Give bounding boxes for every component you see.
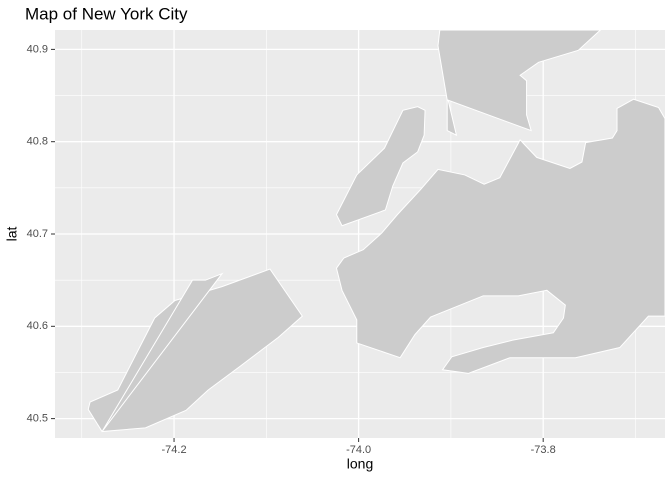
axes: -74.2 -74.0 -73.8 40.5 40.6 40.7 40.8 40.9 (27, 43, 556, 456)
y-tick-label: 40.5 (27, 413, 48, 425)
region (437, 30, 602, 137)
region (335, 106, 426, 227)
region (101, 272, 224, 432)
y-tick-label: 40.7 (27, 228, 48, 240)
region (87, 268, 303, 433)
y-tick-label: 40.9 (27, 43, 48, 55)
y-tick-label: 40.8 (27, 136, 48, 148)
y-axis-title: lat (4, 227, 20, 242)
y-tick-label: 40.6 (27, 320, 48, 332)
x-tick-label: -74.2 (162, 444, 187, 456)
chart-title: Map of New York City (25, 4, 188, 23)
x-tick-label: -73.8 (531, 444, 556, 456)
region (335, 98, 665, 374)
shapes (87, 30, 665, 433)
x-axis-title: long (347, 456, 373, 472)
x-tick-label: -74.0 (346, 444, 371, 456)
